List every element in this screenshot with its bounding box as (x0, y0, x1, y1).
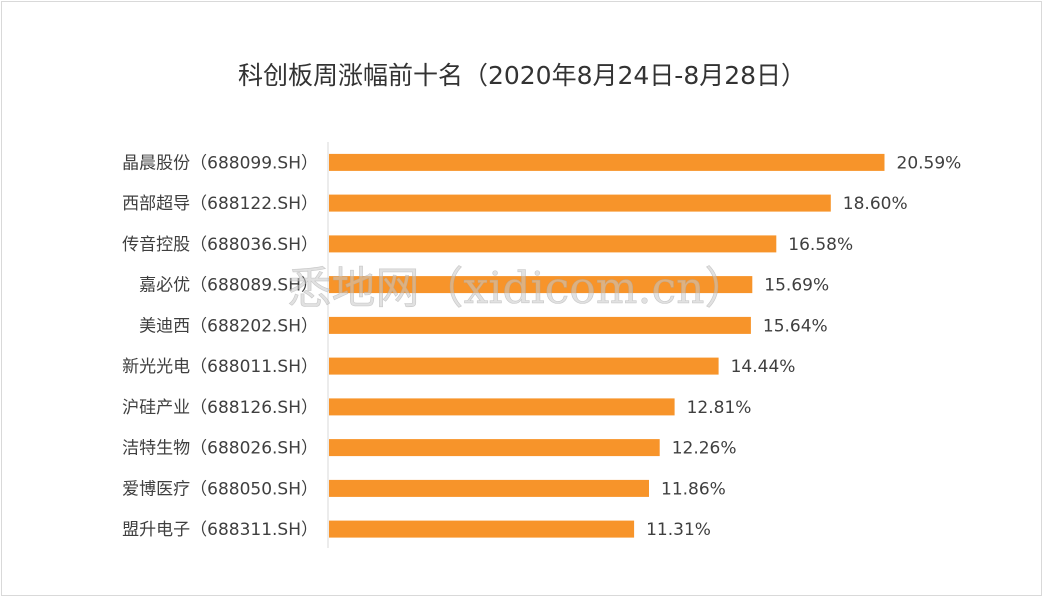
category-label: 新光光电（688011.SH） (122, 357, 318, 377)
category-label: 西部超导（688122.SH） (122, 194, 318, 214)
bar (329, 316, 751, 334)
value-label: 20.59% (897, 153, 962, 173)
category-label: 爱博医疗（688050.SH） (122, 479, 318, 499)
bar (329, 235, 777, 253)
chart-title: 科创板周涨幅前十名（2020年8月24日-8月28日） (238, 61, 806, 90)
bar (329, 194, 831, 212)
bar (329, 479, 649, 497)
category-label: 洁特生物（688026.SH） (122, 439, 318, 459)
value-label: 11.31% (646, 520, 711, 540)
bar (329, 439, 660, 457)
value-label: 12.26% (672, 439, 737, 459)
value-labels: 20.59% 18.60% 16.58% 15.69% 15.64% 14.44% 12.8… (646, 153, 961, 540)
category-label: 传音控股（688036.SH） (122, 235, 318, 255)
category-label: 晶晨股份（688099.SH） (122, 153, 318, 173)
value-label: 16.58% (788, 235, 853, 255)
value-label: 15.69% (764, 276, 829, 296)
bars-group (329, 153, 885, 538)
category-label: 嘉必优（688089.SH） (139, 276, 318, 296)
category-labels: 晶晨股份（688099.SH） 西部超导（688122.SH） 传音控股（68803… (122, 153, 318, 540)
bar (329, 398, 675, 416)
bar (329, 357, 719, 375)
value-label: 18.60% (843, 194, 908, 214)
value-label: 15.64% (763, 316, 828, 336)
category-label: 沪硅产业（688126.SH） (122, 398, 318, 418)
value-label: 12.81% (687, 398, 752, 418)
category-label: 美迪西（688202.SH） (139, 316, 318, 336)
value-label: 11.86% (661, 479, 726, 499)
bar (329, 520, 635, 538)
value-label: 14.44% (731, 357, 796, 377)
bar (329, 153, 885, 171)
category-label: 盟升电子（688311.SH） (122, 520, 318, 540)
bar (329, 276, 753, 294)
watermark: 悉地网（xidicom.cn） (288, 263, 749, 314)
